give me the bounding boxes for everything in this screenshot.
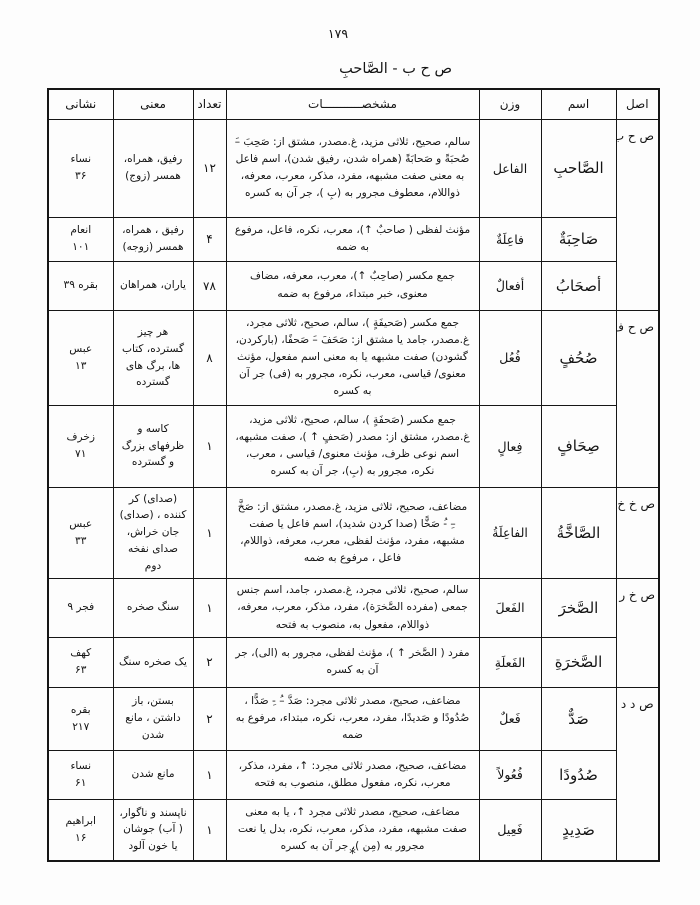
cell-characteristics: جمع مکسر (صَحیفَةٍ )، سالم، صحیح، ثلاثی …	[225, 309, 480, 406]
table-row: ص خ ر الصَّخرَ الفَعلَ سالم، صحیح، ثلاثی مج…	[47, 578, 660, 688]
cell-pattern: فِعالٍ	[478, 404, 542, 488]
table-row: صَدِيدٍ فَعِیل مضاعف، صحیح، مصدر ثلاثی مجر…	[47, 798, 659, 862]
page-title: ص ح ب - الصَّاحبِ	[339, 61, 452, 77]
cell-characteristics: مضاعف، صحیح، مصدر ثلاثی مجرد ↑، یا به مع…	[225, 798, 480, 862]
cell-count: ۱	[192, 578, 227, 638]
table-body: ص ح ب الصَّاحبِ الفاعل سالم، صحیح، ثلاثی مز…	[47, 118, 660, 862]
cell-characteristics: سالم، صحیح، ثلاثی مزید، غ.مصدر، مشتق از:…	[225, 118, 480, 218]
cell-reference: فجر ۹	[47, 578, 114, 638]
cell-reference: نساء ۳۶	[47, 118, 114, 218]
cell-noun: صُحُفٍ	[540, 309, 617, 406]
cell-pattern: فَعِیل	[478, 798, 542, 862]
cell-noun: أصحَابُ	[540, 260, 617, 311]
cell-reference: نساء ۶۱	[47, 749, 114, 800]
cell-characteristics: جمع مکسر (صاحِبٌ ↑)، معرب، معرفه، مضاف م…	[225, 260, 480, 311]
cell-root: ص خ ر	[615, 578, 660, 688]
cell-root: ص د د	[615, 686, 660, 862]
cell-reference: انعام ۱۰۱	[47, 216, 114, 262]
cell-characteristics: مضاعف، صحیح، ثلاثی مزید، غ.مصدر، مشتق از…	[225, 486, 480, 580]
cell-characteristics: مضاعف، صحیح، مصدر ثلاثی مجرد: صَدَّ –ُ -…	[225, 686, 480, 751]
header-count: تعداد	[192, 88, 227, 120]
cell-root: ص ح ب	[615, 118, 660, 311]
cell-count: ۱	[192, 749, 227, 800]
cell-characteristics: مضاعف، صحیح، مصدر ثلاثی مجرد: ↑، مفرد، م…	[225, 749, 480, 800]
cell-characteristics: مفرد ( الصَّخر ↑ )، مؤنث لفظی، مجرور به …	[225, 636, 480, 688]
cell-noun: صِحَافٍ	[540, 404, 617, 488]
header-pattern: وزن	[478, 88, 542, 120]
header-reference: نشانی	[47, 88, 114, 120]
cell-pattern: فُعُولاً	[478, 749, 542, 800]
cell-noun: صَدٌّ	[540, 686, 617, 751]
cell-noun: الصَّخرَةِ	[540, 636, 617, 688]
cell-reference: بقره ۲۱۷	[47, 686, 114, 751]
header-meaning: معنی	[112, 88, 194, 120]
cell-meaning: (صدای) کر کننده ، (صدای) جان خراش، صدای …	[112, 486, 194, 580]
cell-noun: صُدُودًا	[540, 749, 617, 800]
table-row: أصحَابُ أفعالٌ جمع مکسر (صاحِبٌ ↑)، معرب، …	[47, 260, 659, 311]
cell-noun: الصَّخرَ	[540, 578, 617, 638]
cell-count: ۸	[192, 309, 227, 406]
page-number: ۱۷۹	[327, 26, 349, 41]
header-characteristics: مشخصـــــــــــات	[225, 88, 480, 120]
cell-pattern: الفاعِلَةُ	[478, 486, 542, 580]
table-row: الصَّخرَةِ الفَعلَةِ مفرد ( الصَّخر ↑ )، م…	[47, 636, 659, 688]
cell-pattern: الفَعلَةِ	[478, 636, 542, 688]
cell-count: ۴	[192, 216, 227, 262]
cell-pattern: فَعلٌ	[478, 686, 542, 751]
table-row: ص ح ب الصَّاحبِ الفاعل سالم، صحیح، ثلاثی مز…	[47, 118, 660, 311]
cell-characteristics: مؤنث لفظی ( صاحبٌ ↑)، معرب، نکره، فاعل، …	[225, 216, 480, 262]
cell-noun: الصَّاحبِ	[540, 118, 617, 218]
cell-reference: ابراهیم ۱۶	[47, 798, 114, 862]
cell-count: ۷۸	[192, 260, 227, 311]
cell-meaning: مانع شدن	[112, 749, 194, 800]
cell-pattern: الفاعل	[478, 118, 542, 218]
table-row: ص د د صَدٌّ فَعلٌ مضاعف، صحیح، مصدر ثلاثی م…	[47, 686, 660, 862]
cell-meaning: رفیق ، همراه، همسر (زوجه)	[112, 216, 194, 262]
cell-count: ۲	[192, 686, 227, 751]
cell-meaning: یک صخره سنگ	[112, 636, 194, 688]
cell-characteristics: سالم، صحیح، ثلاثی مجرد، غ.مصدر، جامد، اس…	[225, 578, 480, 638]
cell-pattern: الفَعلَ	[478, 578, 542, 638]
footer-asterisk: *	[349, 847, 356, 862]
cell-reference: بقره ۳۹	[47, 260, 114, 311]
cell-meaning: ناپسند و ناگوار، ( آب) جوشان یا خون آلود	[112, 798, 194, 862]
cell-meaning: هر چیز گسترده، کتاب ها، برگ های گسترده	[112, 309, 194, 406]
table-row: صَاحِبَةٌ فاعِلَةٌ مؤنث لفظی ( صاحبٌ ↑)، م…	[47, 216, 659, 262]
cell-meaning: رفیق، همراه، همسر (زوج)	[112, 118, 194, 218]
cell-noun: صَدِيدٍ	[540, 798, 617, 862]
cell-count: ۱	[192, 798, 227, 862]
cell-characteristics: جمع مکسر (صَحفَةٍ )، سالم، صحیح، ثلاثی م…	[225, 404, 480, 488]
cell-noun: صَاحِبَةٌ	[540, 216, 617, 262]
cell-count: ۱۲	[192, 118, 227, 218]
morphology-table: اصل اسم وزن مشخصـــــــــــات تعداد معنی…	[47, 88, 660, 863]
cell-count: ۱	[192, 404, 227, 488]
cell-pattern: فاعِلَةٌ	[478, 216, 542, 262]
cell-meaning: بستن، باز داشتن ، مانع شدن	[112, 686, 194, 751]
header-row: اصل اسم وزن مشخصـــــــــــات تعداد معنی…	[47, 88, 660, 120]
cell-meaning: کاسه و ظرفهای بزرگ و گسترده	[112, 404, 194, 488]
cell-pattern: فُعُل	[478, 309, 542, 406]
cell-reference: عبس ۳۳	[47, 486, 114, 580]
cell-meaning: یاران، همراهان	[112, 260, 194, 311]
table-row: ص خ خ الصَّاخَّةُ الفاعِلَةُ مضاعف، صحیح، ث…	[47, 486, 660, 580]
cell-noun: الصَّاخَّةُ	[540, 486, 617, 580]
cell-root: ص ح ف	[615, 309, 660, 488]
header-root: اصل	[615, 88, 660, 120]
cell-reference: عبس ۱۳	[47, 309, 114, 406]
cell-count: ۲	[192, 636, 227, 688]
table-row: صِحَافٍ فِعالٍ جمع مکسر (صَحفَةٍ )، سالم، …	[47, 404, 659, 488]
table-row: صُدُودًا فُعُولاً مضاعف، صحیح، مصدر ثلاثی …	[47, 749, 659, 800]
header-noun: اسم	[540, 88, 617, 120]
cell-meaning: سنگ صخره	[112, 578, 194, 638]
cell-reference: کهف ۶۳	[47, 636, 114, 688]
cell-count: ۱	[192, 486, 227, 580]
cell-pattern: أفعالٌ	[478, 260, 542, 311]
cell-root: ص خ خ	[615, 486, 660, 580]
cell-reference: زخرف ۷۱	[47, 404, 114, 488]
